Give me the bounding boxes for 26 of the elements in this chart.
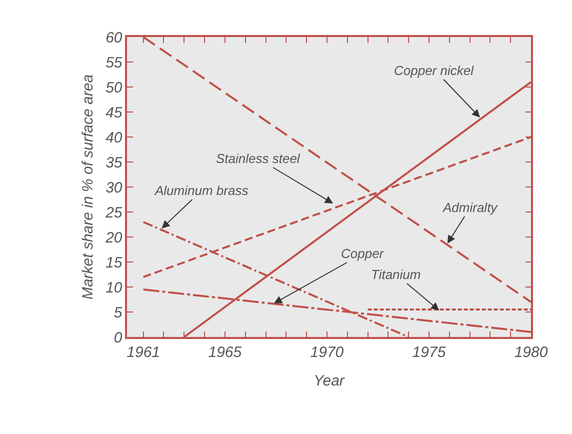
x-tick-label: 1970 (310, 344, 344, 361)
annotation: Admiralty (442, 200, 499, 215)
y-tick-label: 60 (106, 29, 123, 46)
y-axis-title: Market share in % of surface area (79, 74, 96, 300)
y-tick-label: 40 (106, 129, 123, 146)
y-tick-label: 50 (106, 79, 123, 96)
x-axis-title: Year (314, 372, 346, 390)
y-tick-label: 35 (106, 154, 123, 172)
annotation: Stainless steel (216, 151, 301, 166)
y-tick-label: 20 (104, 229, 123, 246)
y-tick-label: 15 (106, 254, 123, 272)
annotation: Copper nickel (394, 63, 475, 78)
annotation: Aluminum brass (154, 183, 249, 198)
x-tick-label: 1980 (514, 344, 548, 361)
x-tick-label: 1965 (208, 344, 242, 361)
y-tick-label: 25 (104, 204, 123, 222)
y-tick-label: 5 (114, 304, 123, 322)
x-tick-label: 1975 (412, 344, 446, 361)
y-tick-label: 45 (106, 104, 123, 122)
x-tick-label: 1961 (126, 344, 160, 361)
y-tick-label: 30 (106, 179, 123, 196)
y-tick-label: 10 (106, 279, 123, 296)
annotation: Copper (341, 246, 384, 261)
y-tick-label: 55 (106, 54, 123, 72)
annotation: Titanium (371, 267, 421, 282)
y-tick-label: 0 (114, 329, 123, 346)
